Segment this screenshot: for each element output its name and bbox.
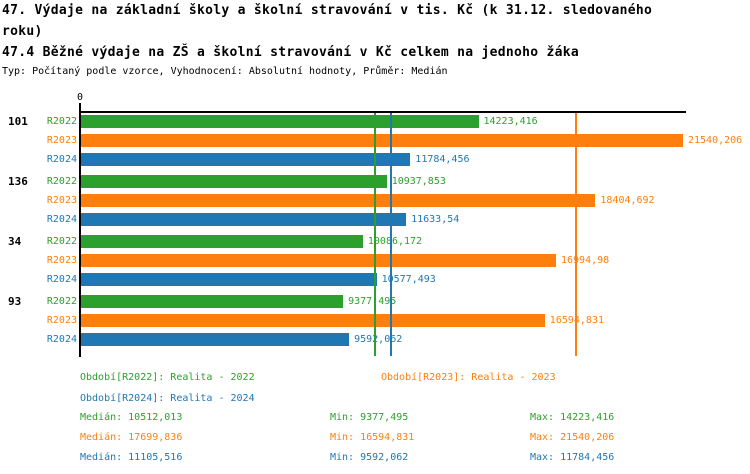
stat-min-r2022: Min: 9377,495 (330, 412, 409, 423)
series-label-r2022: R2022 (46, 116, 77, 127)
bar-101-r2023 (81, 134, 683, 147)
report-title-line2: roku) (2, 24, 43, 39)
series-label-r2023: R2023 (46, 195, 77, 206)
series-label-r2022: R2022 (46, 296, 77, 307)
bar-value-136-r2024: 11633,54 (411, 214, 460, 225)
bar-136-r2024 (81, 213, 407, 226)
bar-value-34-r2023: 16994,98 (561, 255, 610, 266)
report-title-line1: 47. Výdaje na základní školy a školní st… (2, 3, 653, 18)
x-axis-zero-tick-label: 0 (76, 92, 84, 103)
median-line-r2024 (390, 113, 393, 356)
series-label-r2024: R2024 (46, 154, 77, 165)
series-label-r2024: R2024 (46, 214, 77, 225)
bar-93-r2022 (81, 295, 344, 308)
stat-max-r2024: Max: 11784,456 (530, 452, 615, 463)
bar-value-34-r2022: 10086,172 (367, 236, 423, 247)
group-label-136: 136 (8, 175, 28, 188)
group-label-101: 101 (8, 115, 28, 128)
y-axis-line (79, 103, 81, 357)
stat-median-r2024: Medián: 11105,516 (80, 452, 183, 463)
median-line-r2023 (574, 113, 577, 356)
bar-value-34-r2024: 10577,493 (381, 274, 436, 285)
series-label-r2024: R2024 (46, 274, 77, 285)
bar-34-r2024 (81, 273, 377, 286)
bar-136-r2022 (81, 175, 387, 188)
group-label-34: 34 (8, 235, 22, 248)
series-label-r2024: R2024 (46, 334, 77, 345)
series-label-r2023: R2023 (46, 135, 77, 146)
stat-min-r2024: Min: 9592,062 (330, 452, 409, 463)
series-label-r2023: R2023 (46, 315, 77, 326)
x-axis-line (79, 111, 686, 113)
stat-max-r2023: Max: 21540,206 (530, 432, 615, 443)
series-label-r2022: R2022 (46, 236, 77, 247)
bar-value-101-r2024: 11784,456 (415, 154, 470, 165)
bar-136-r2023 (81, 194, 596, 207)
bar-value-93-r2022: 9377,495 (348, 296, 397, 307)
chart-meta-info: Typ: Počítaný podle vzorce, Vyhodnocení:… (2, 66, 448, 77)
chart-subtitle: 47.4 Běžné výdaje na ZŠ a školní stravov… (2, 45, 579, 60)
series-label-r2022: R2022 (46, 176, 77, 187)
bar-value-136-r2022: 10937,853 (391, 176, 446, 187)
stat-max-r2022: Max: 14223,416 (530, 412, 615, 423)
bar-value-93-r2023: 16594,831 (549, 315, 604, 326)
legend-period-r2024: Období[R2024]: Realita - 2024 (80, 393, 255, 404)
median-line-r2022 (373, 113, 376, 356)
bar-101-r2022 (81, 115, 479, 128)
stat-median-r2022: Medián: 10512,013 (80, 412, 183, 423)
bar-101-r2024 (81, 153, 411, 166)
series-label-r2023: R2023 (46, 255, 77, 266)
bar-93-r2024 (81, 333, 350, 346)
bar-value-136-r2023: 18404,692 (600, 195, 655, 206)
bar-34-r2022 (81, 235, 363, 248)
bar-93-r2023 (81, 314, 545, 327)
legend-period-r2022: Období[R2022]: Realita - 2022 (80, 372, 255, 383)
legend-period-r2023: Období[R2023]: Realita - 2023 (381, 372, 556, 383)
stat-min-r2023: Min: 16594,831 (330, 432, 415, 443)
stat-median-r2023: Medián: 17699,836 (80, 432, 183, 443)
bar-34-r2023 (81, 254, 556, 267)
group-label-93: 93 (8, 295, 22, 308)
bar-value-101-r2022: 14223,416 (483, 116, 538, 127)
bar-value-101-r2023: 21540,206 (688, 135, 743, 146)
bar-value-93-r2024: 9592,062 (354, 334, 403, 345)
